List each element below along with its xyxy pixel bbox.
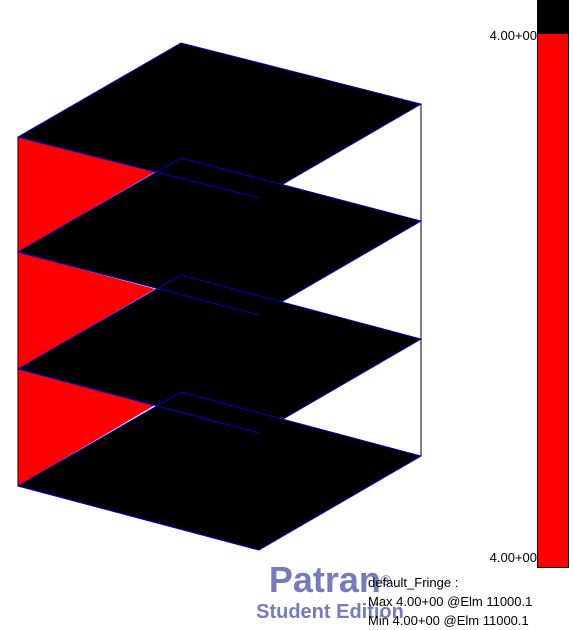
edge-line-3: [17, 368, 260, 434]
watermark-registered: ®: [380, 572, 392, 588]
fringe-title: default_Fringe :: [368, 575, 459, 590]
fringe-color-bar: [537, 0, 569, 568]
fringe-max-line: Max 4.00+00 @Elm 11000.1: [368, 594, 533, 609]
watermark-edition: Student Edition: [256, 601, 404, 623]
fringe-triangle-2: [18, 252, 155, 369]
color-bar-max-label: 4.00+00: [489, 28, 537, 43]
edge-line-1: [17, 136, 260, 199]
color-bar-top-band: [538, 1, 568, 34]
patran-watermark: Patran® Student Edition: [250, 560, 410, 624]
color-bar-min-label: 4.00+00: [489, 550, 537, 565]
fringe-triangle-1: [18, 137, 155, 252]
watermark-name: Patran: [268, 559, 381, 600]
fringe-triangle-3: [18, 369, 155, 486]
watermark-name-line: Patran®: [250, 560, 410, 600]
fringe-info-block: default_Fringe : Max 4.00+00 @Elm 11000.…: [368, 573, 532, 630]
edge-line-4: [17, 485, 260, 551]
edge-line-2: [17, 251, 260, 316]
fringe-min-line: Min 4.00+00 @Elm 11000.1: [368, 613, 529, 628]
